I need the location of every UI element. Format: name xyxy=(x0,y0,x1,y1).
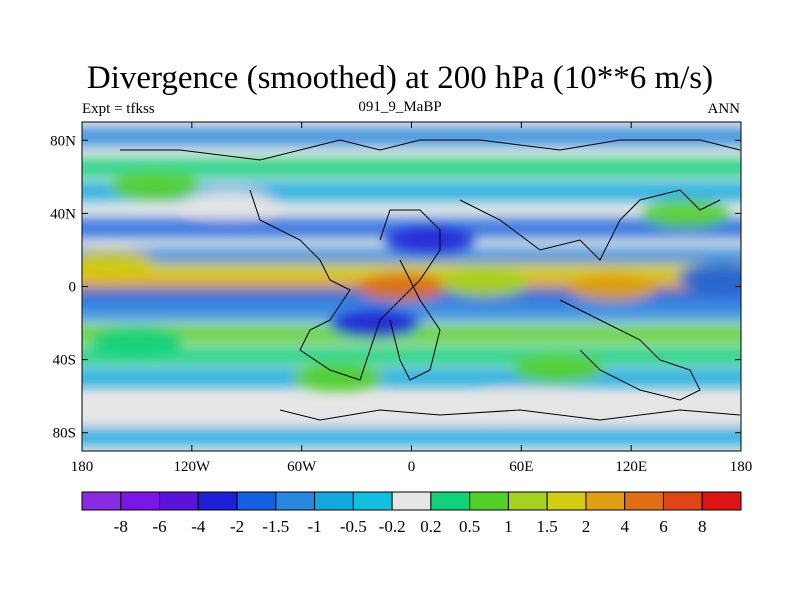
colorbar-label: -0.2 xyxy=(379,517,406,536)
colorbar-swatch-3 xyxy=(197,491,238,511)
colorbar-label: 8 xyxy=(698,517,707,536)
colorbar-swatch-1 xyxy=(120,491,161,511)
field-blob-10 xyxy=(293,363,384,392)
colorbar-swatch-12 xyxy=(546,491,587,511)
y-tick-label: 0 xyxy=(69,280,77,296)
field-blob-13 xyxy=(476,391,567,420)
colorbar-label: -1.5 xyxy=(262,517,289,536)
divergence-field xyxy=(82,127,741,446)
colorbar-label: 4 xyxy=(620,517,629,536)
colorbar-swatch-2 xyxy=(159,491,199,511)
colorbar-swatch-5 xyxy=(275,491,316,511)
coastline-outline xyxy=(120,139,741,421)
axes: 180 120W 60W 0 60E 120E 180 80N 40N 0 40S 80S xyxy=(50,122,752,475)
field-blob-9 xyxy=(91,327,182,356)
field-band-13 xyxy=(82,427,741,446)
field-band-3 xyxy=(82,218,741,238)
colorbar-swatch-9 xyxy=(430,491,471,511)
y-tick-label: 40S xyxy=(53,353,76,369)
field-band-5 xyxy=(82,262,741,282)
y-tick-label: 80N xyxy=(50,133,76,149)
field-blob-4 xyxy=(641,199,732,228)
colorbar-label: 1.5 xyxy=(537,517,558,536)
colorbar-label: -6 xyxy=(152,517,166,536)
experiment-label: Expt = tfkss xyxy=(82,101,155,117)
field-blob-12 xyxy=(183,190,274,219)
x-tick-label: 0 xyxy=(408,459,416,475)
field-band-1 xyxy=(82,158,741,177)
field-band-8 xyxy=(82,302,741,322)
colorbar-label: -0.5 xyxy=(340,517,367,536)
colorbar-label: -2 xyxy=(230,517,244,536)
colorbar-label: 0.5 xyxy=(459,517,480,536)
field-blob-1 xyxy=(567,272,658,301)
x-tick-label: 60W xyxy=(287,459,317,475)
colorbar: -8 -6 -4 -2 -1.5 -1 -0.5 -0.2 0.2 0.5 1 1.5 2 4 6 8 xyxy=(81,491,742,536)
colorbar-swatch-0 xyxy=(81,491,122,511)
x-tick-label: 60E xyxy=(509,459,533,475)
colorbar-label: 0.2 xyxy=(420,517,441,536)
field-band-12 xyxy=(82,405,741,424)
x-tick-label: 180 xyxy=(71,459,94,475)
colorbar-swatch-10 xyxy=(469,491,509,511)
colorbar-swatch-11 xyxy=(507,491,548,511)
colorbar-label: 2 xyxy=(582,517,591,536)
field-blob-2 xyxy=(439,268,530,297)
field-band-11 xyxy=(82,368,741,388)
season-label: ANN xyxy=(707,101,741,117)
field-blob-3 xyxy=(82,250,155,279)
case-label: 091_9_MaBP xyxy=(358,99,442,115)
colorbar-swatch-6 xyxy=(314,491,354,511)
y-tick-label: 40N xyxy=(50,206,76,222)
field-band-0 xyxy=(82,127,741,146)
field-band-9 xyxy=(82,324,741,344)
colorbar-label: -8 xyxy=(114,517,128,536)
field-blob-5 xyxy=(110,171,201,200)
x-tick-label: 120E xyxy=(615,459,647,475)
map-plot-area xyxy=(82,122,741,451)
field-band-4 xyxy=(82,248,741,267)
colorbar-label: 6 xyxy=(659,517,668,536)
colorbar-swatch-8 xyxy=(391,491,432,511)
chart-title: Divergence (smoothed) at 200 hPa (10**6 … xyxy=(86,60,714,96)
x-tick-label: 180 xyxy=(730,459,753,475)
colorbar-swatch-15 xyxy=(662,491,703,511)
colorbar-swatch-7 xyxy=(352,491,393,511)
colorbar-label: -4 xyxy=(191,517,206,536)
field-blob-0 xyxy=(357,272,448,301)
colorbar-label: 1 xyxy=(504,517,513,536)
x-tick-label: 120W xyxy=(173,459,211,475)
colorbar-swatch-13 xyxy=(585,491,626,511)
colorbar-swatch-16 xyxy=(701,491,742,511)
field-blob-7 xyxy=(329,309,420,338)
colorbar-swatch-4 xyxy=(236,491,277,511)
y-tick-label: 80S xyxy=(53,426,76,442)
colorbar-label: -1 xyxy=(308,517,322,536)
field-blob-11 xyxy=(677,263,741,292)
field-blob-8 xyxy=(512,354,603,383)
field-blob-6 xyxy=(384,226,475,255)
colorbar-swatch-14 xyxy=(624,491,664,511)
